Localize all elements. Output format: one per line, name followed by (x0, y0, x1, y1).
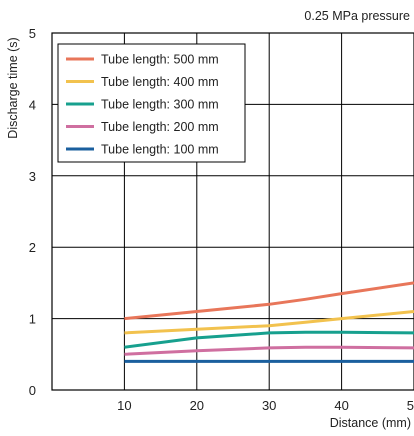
legend-label: Tube length: 100 mm (101, 143, 219, 157)
series-lines (124, 281, 414, 363)
x-tick-label: 10 (117, 398, 131, 413)
x-tick-labels: 10 20 30 40 50 (117, 398, 414, 413)
legend-label: Tube length: 500 mm (101, 53, 219, 67)
y-tick-label: 1 (29, 312, 36, 327)
series-line-3 (124, 330, 414, 349)
legend-label: Tube length: 300 mm (101, 98, 219, 112)
y-tick-label: 0 (29, 383, 36, 398)
x-tick-label: 40 (334, 398, 348, 413)
legend-items: Tube length: 500 mm Tube length: 400 mm Tu… (66, 53, 219, 157)
series-line-1 (124, 281, 414, 321)
y-tick-label: 2 (29, 240, 36, 255)
plot-frame (51, 32, 414, 391)
x-tick-label: 30 (262, 398, 276, 413)
legend-label: Tube length: 200 mm (101, 120, 219, 134)
y-tick-label: 5 (29, 26, 36, 41)
y-tick-label: 3 (29, 169, 36, 184)
x-tick-label: 50 (407, 398, 414, 413)
x-axis-title: Distance (mm) (330, 416, 411, 430)
pressure-note: 0.25 MPa pressure (304, 9, 410, 23)
x-tick-label: 20 (190, 398, 204, 413)
y-tick-label: 4 (29, 97, 36, 112)
series-line-2 (124, 310, 414, 335)
y-axis-title: Discharge time (s) (6, 37, 20, 138)
series-line-4 (124, 345, 414, 356)
y-tick-labels: 0 1 2 3 4 5 (29, 26, 36, 398)
legend-label: Tube length: 400 mm (101, 75, 219, 89)
legend: Tube length: 500 mm Tube length: 400 mm Tu… (57, 43, 246, 163)
